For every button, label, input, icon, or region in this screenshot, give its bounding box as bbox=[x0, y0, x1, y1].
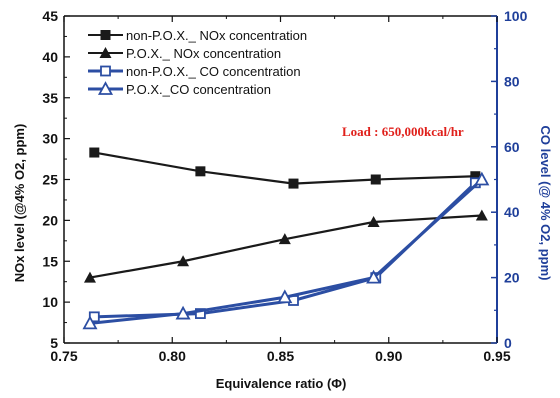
legend-label: P.O.X._CO concentration bbox=[126, 82, 271, 97]
data-point bbox=[366, 269, 382, 284]
y-right-tick-label: 80 bbox=[504, 73, 520, 89]
y-right-tick-label: 60 bbox=[504, 139, 520, 155]
y-left-tick-label: 20 bbox=[42, 212, 58, 228]
data-point bbox=[288, 178, 299, 189]
series-2 bbox=[83, 209, 488, 283]
data-point bbox=[277, 289, 293, 304]
x-tick-label: 0.80 bbox=[159, 348, 186, 364]
y-left-tick-label: 30 bbox=[42, 131, 58, 147]
data-point bbox=[475, 209, 488, 221]
y-axis-right-title: CO level (@ 4% O2, ppm) bbox=[538, 126, 553, 281]
y-left-tick-label: 40 bbox=[42, 49, 58, 65]
legend-marker bbox=[100, 65, 111, 77]
legend-label: P.O.X._ NOx concentration bbox=[126, 46, 281, 61]
data-point bbox=[89, 147, 100, 158]
y-right-tick-label: 40 bbox=[504, 204, 520, 220]
data-point bbox=[474, 171, 490, 186]
y-left-tick-label: 15 bbox=[42, 253, 58, 269]
data-point bbox=[278, 233, 291, 245]
series-4 bbox=[82, 171, 490, 330]
legend-marker bbox=[100, 30, 111, 40]
data-point bbox=[370, 174, 381, 185]
y-right-tick-label: 0 bbox=[504, 335, 512, 351]
y-left-tick-label: 10 bbox=[42, 294, 58, 310]
legend-label: non-P.O.X._ CO concentration bbox=[126, 64, 301, 79]
legend: non-P.O.X._ NOx concentration P.O.X._ NOx… bbox=[88, 28, 307, 97]
series-layer bbox=[82, 147, 490, 330]
y-left-tick-label: 5 bbox=[50, 335, 58, 351]
legend-marker bbox=[99, 47, 112, 58]
y-axis-left-title: NOx level (@4% O2, ppm) bbox=[12, 124, 27, 283]
series-line bbox=[89, 214, 482, 279]
x-tick-label: 0.85 bbox=[267, 348, 294, 364]
data-point bbox=[367, 216, 380, 228]
data-point bbox=[83, 271, 96, 283]
data-point bbox=[82, 315, 98, 330]
data-point bbox=[195, 166, 206, 177]
x-axis-title: Equivalence ratio (Φ) bbox=[216, 376, 347, 391]
series-1 bbox=[89, 147, 481, 189]
y-left-tick-label: 25 bbox=[42, 172, 58, 188]
axis-ticks: 0.75 0.80 0.85 0.90 0.95 5 10 15 20 25 30 35 40 45 0 20… bbox=[42, 8, 527, 364]
x-tick-label: 0.95 bbox=[483, 348, 510, 364]
x-tick-label: 0.90 bbox=[375, 348, 402, 364]
y-right-tick-label: 20 bbox=[504, 270, 520, 286]
data-point bbox=[175, 305, 191, 320]
data-point bbox=[194, 308, 206, 319]
series-line bbox=[94, 151, 476, 185]
load-annotation: Load : 650,000kcal/hr bbox=[342, 124, 464, 139]
x-tick-label: 0.75 bbox=[50, 348, 77, 364]
data-point bbox=[177, 255, 190, 267]
y-right-tick-label: 100 bbox=[504, 8, 528, 24]
legend-label: non-P.O.X._ NOx concentration bbox=[126, 28, 307, 43]
y-left-tick-label: 35 bbox=[42, 90, 58, 106]
y-left-tick-label: 45 bbox=[42, 8, 58, 24]
legend-marker bbox=[97, 81, 114, 95]
data-point bbox=[470, 171, 481, 182]
